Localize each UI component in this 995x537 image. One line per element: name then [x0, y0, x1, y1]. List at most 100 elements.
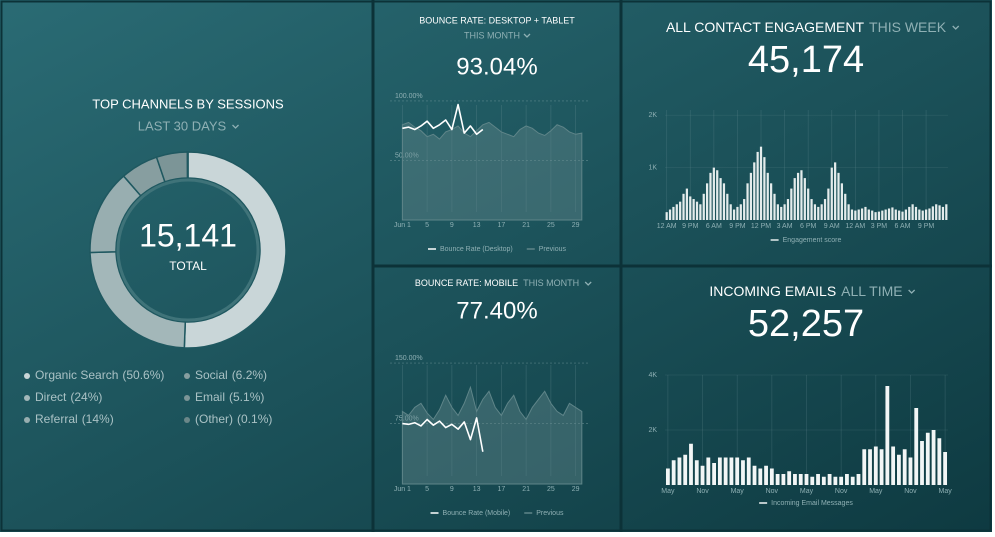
bar	[712, 463, 716, 485]
bar	[945, 204, 948, 220]
legend-value: (0.1%)	[237, 412, 272, 426]
panel-title-text: ALL CONTACT ENGAGEMENT	[666, 19, 865, 35]
bar	[918, 209, 921, 220]
donut-inner-ring	[116, 178, 260, 322]
bar	[813, 204, 817, 220]
bar	[712, 167, 715, 220]
bar	[798, 474, 803, 485]
bar	[780, 206, 783, 220]
series-area	[401, 385, 583, 485]
y-tick-label: 50.00%	[395, 152, 419, 159]
bar	[827, 474, 832, 485]
bar	[723, 457, 728, 485]
bar	[749, 172, 753, 220]
bar	[763, 157, 766, 220]
x-tick-label: 9 PM	[918, 223, 935, 230]
y-tick-label: 75.00%	[395, 415, 419, 422]
bar	[810, 476, 815, 485]
bar	[908, 457, 913, 485]
legend-value: (50.6%)	[122, 368, 164, 382]
bar	[879, 449, 884, 485]
bar	[735, 457, 740, 485]
bar	[904, 209, 907, 220]
legend-entry: (Other) (0.1%)	[195, 412, 272, 426]
bar	[671, 460, 676, 485]
legend-entry: Social (6.2%)	[195, 368, 267, 382]
bar	[931, 206, 934, 220]
bar	[743, 199, 746, 220]
legend: Bounce Rate (Desktop) Previous	[428, 246, 567, 253]
bar	[753, 162, 756, 220]
x-tick-label: 21	[522, 486, 530, 493]
bar	[790, 188, 793, 220]
legend-label: (Other)	[195, 412, 233, 426]
bar	[928, 208, 931, 220]
y-tick-label: 2K	[648, 427, 657, 434]
bar	[702, 193, 705, 220]
legend-dot	[184, 417, 190, 423]
x-tick-label: Jun 1	[394, 486, 411, 493]
bar	[689, 196, 692, 220]
panel-title: TOP CHANNELS BY SESSIONS	[92, 96, 284, 111]
bar	[716, 170, 719, 220]
bar	[874, 212, 877, 220]
bar	[931, 430, 936, 485]
legend-label: Organic Search	[35, 368, 118, 382]
bar	[689, 443, 693, 485]
panel-subtitle: ALL TIME	[841, 283, 902, 299]
bar	[924, 209, 928, 220]
y-tick-label: 100.00%	[395, 93, 423, 100]
bar	[694, 460, 699, 485]
series-line	[402, 417, 484, 452]
x-tick-label: 5	[425, 486, 429, 493]
dropdown-chevron	[232, 124, 239, 129]
panel-title: INCOMING EMAILS ALL TIME	[709, 283, 902, 299]
kpi-value: 77.40%	[456, 297, 537, 324]
bar	[796, 172, 800, 220]
bar	[776, 204, 779, 220]
bar	[901, 211, 904, 220]
donut-total-label: TOTAL	[169, 259, 207, 273]
legend-value: (6.2%)	[232, 368, 267, 382]
x-tick-label: 9 PM	[729, 223, 746, 230]
legend-label: Previous	[539, 246, 567, 253]
bar	[672, 206, 675, 220]
donut-segment	[183, 151, 287, 349]
x-tick-label: 9	[450, 222, 454, 229]
legend-dot	[24, 373, 30, 379]
bar	[804, 474, 809, 485]
panel-title: BOUNCE RATE: DESKTOP + TABLET	[419, 15, 575, 25]
bar	[739, 204, 742, 220]
bar	[914, 408, 919, 485]
bar	[871, 210, 874, 220]
bar	[699, 204, 702, 220]
y-tick-label: 1K	[648, 164, 657, 171]
bar	[897, 454, 901, 485]
bar	[847, 204, 850, 220]
x-tick-label: 9 PM	[682, 223, 699, 230]
bar	[856, 474, 861, 485]
bar	[833, 476, 838, 485]
bar	[885, 386, 890, 485]
bar	[891, 446, 896, 485]
bar	[752, 465, 757, 485]
legend-label: Bounce Rate (Mobile)	[443, 510, 511, 517]
legend-entry: Referral (14%)	[35, 412, 114, 426]
bar	[938, 205, 941, 220]
bar	[783, 204, 786, 220]
bar	[943, 452, 948, 485]
bar	[759, 146, 763, 220]
bar	[692, 199, 695, 220]
bar	[685, 188, 689, 220]
panel-subtitle: THIS MONTH	[464, 30, 520, 40]
bar	[857, 209, 860, 220]
bar	[695, 201, 699, 220]
legend-entry: Direct (24%)	[35, 390, 102, 404]
bar	[746, 457, 751, 485]
bar	[911, 204, 914, 220]
bar	[758, 468, 763, 485]
bar	[706, 183, 709, 220]
bar	[722, 183, 726, 220]
